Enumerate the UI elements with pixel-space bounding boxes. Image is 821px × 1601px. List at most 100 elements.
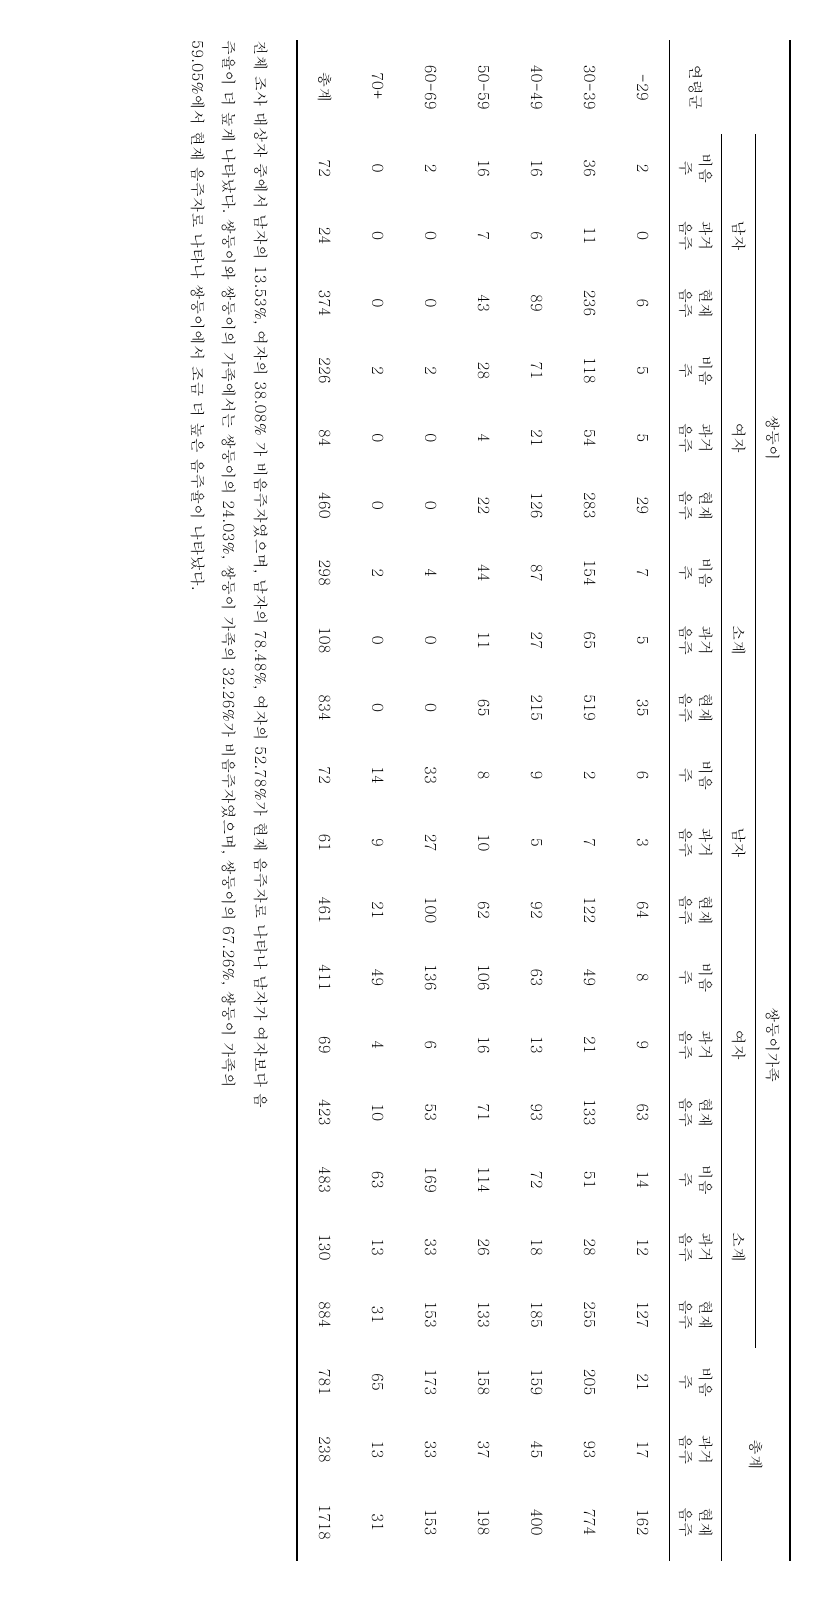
metric-header: 비음 주 [670,1146,722,1213]
data-cell: 33 [404,1213,457,1280]
data-cell: 16 [457,1011,510,1078]
caption-block: 전체 조사 대상자 중에서 남자의 13.53%, 여자의 38.08% 가 비… [182,40,277,1561]
data-cell: 92 [510,876,563,943]
data-cell: 26 [457,1213,510,1280]
data-cell: 519 [563,674,616,741]
data-table: 쌍둥이 쌍둥이가족 총계 남자 여자 소계 남자 여자 소계 연령군 비음 주과… [296,40,791,1561]
data-cell: 0 [351,404,404,471]
data-cell: 18 [510,1213,563,1280]
data-cell: 460 [297,471,351,538]
data-cell: 774 [563,1483,616,1561]
data-cell: 93 [563,1416,616,1483]
metric-header: 비음 주 [670,337,722,404]
group-twins: 쌍둥이 [756,134,791,741]
table-row: 70+0002002001492149410631331651331 [351,40,404,1561]
data-cell: 400 [510,1483,563,1561]
sub-female-1: 여자 [722,337,756,539]
data-cell: 54 [563,404,616,471]
data-cell: 154 [563,539,616,606]
data-cell: 6 [616,269,670,336]
row-header-label: 연령군 [670,40,722,134]
data-cell: 0 [351,471,404,538]
data-cell: 169 [404,1146,457,1213]
data-cell: 298 [297,539,351,606]
metric-header: 현재 음주 [670,674,722,741]
data-cell: 51 [563,1146,616,1213]
row-category: 40-49 [510,40,563,134]
data-cell: 22 [457,471,510,538]
data-cell: 71 [510,337,563,404]
metric-header: 과거 음주 [670,1011,722,1078]
data-cell: 7 [457,202,510,269]
data-cell: 130 [297,1213,351,1280]
data-cell: 0 [404,269,457,336]
data-cell: 93 [510,1078,563,1145]
data-cell: 4 [351,1011,404,1078]
data-cell: 31 [351,1281,404,1348]
data-cell: 2 [351,337,404,404]
metric-header: 현재 음주 [670,876,722,943]
caption-line-3: 59.05%에서 현재 음주자로 나타나 쌍둥이에서 조금 더 높은 음주율이 … [182,40,214,1561]
data-cell: 13 [351,1213,404,1280]
data-cell: 13 [510,1011,563,1078]
data-cell: 483 [297,1146,351,1213]
metric-header: 현재 음주 [670,1281,722,1348]
data-cell: 14 [351,741,404,808]
table-row: 40-4916689712112687272159592631393721818… [510,40,563,1561]
metric-header: 과거 음주 [670,1213,722,1280]
data-cell: 215 [510,674,563,741]
data-cell: 0 [351,134,404,201]
caption-line-1: 전체 조사 대상자 중에서 남자의 13.53%, 여자의 38.08% 가 비… [245,40,277,1561]
data-cell: 5 [616,404,670,471]
data-cell: 16 [457,134,510,201]
data-cell: 100 [404,876,457,943]
data-cell: 0 [351,674,404,741]
metric-header: 비음 주 [670,539,722,606]
data-cell: 127 [616,1281,670,1348]
data-cell: 49 [563,944,616,1011]
data-cell: 27 [404,809,457,876]
data-cell: 834 [297,674,351,741]
data-cell: 173 [404,1348,457,1415]
data-cell: 0 [351,606,404,673]
sub-male-2: 남자 [722,741,756,943]
metric-header: 비음 주 [670,944,722,1011]
data-cell: 118 [563,337,616,404]
data-cell: 65 [563,606,616,673]
data-cell: 37 [457,1416,510,1483]
data-cell: 0 [404,202,457,269]
data-cell: 781 [297,1348,351,1415]
data-cell: 49 [351,944,404,1011]
table-row: -29206552975356364896314121272117162 [616,40,670,1561]
data-cell: 11 [457,606,510,673]
data-cell: 0 [351,269,404,336]
sub-subtotal-1: 소계 [722,539,756,741]
data-cell: 11 [563,202,616,269]
data-cell: 4 [404,539,457,606]
data-cell: 6 [616,741,670,808]
header-row-2: 남자 여자 소계 남자 여자 소계 [722,40,756,1561]
data-cell: 31 [351,1483,404,1561]
row-category: -29 [616,40,670,134]
table-row: 30-3936112361185428315465519271224921133… [563,40,616,1561]
row-category: 총계 [297,40,351,134]
data-cell: 5 [616,606,670,673]
data-cell: 28 [457,337,510,404]
data-cell: 3 [616,809,670,876]
data-cell: 72 [297,134,351,201]
data-cell: 198 [457,1483,510,1561]
data-cell: 62 [457,876,510,943]
data-cell: 72 [297,741,351,808]
data-cell: 122 [563,876,616,943]
data-cell: 0 [404,674,457,741]
row-category: 50-59 [457,40,510,134]
group-total: 총계 [722,1348,791,1561]
metric-header: 과거 음주 [670,404,722,471]
data-cell: 126 [510,471,563,538]
data-cell: 0 [404,471,457,538]
data-cell: 9 [351,809,404,876]
data-cell: 33 [404,741,457,808]
data-cell: 35 [616,674,670,741]
data-cell: 205 [563,1348,616,1415]
data-cell: 0 [351,202,404,269]
